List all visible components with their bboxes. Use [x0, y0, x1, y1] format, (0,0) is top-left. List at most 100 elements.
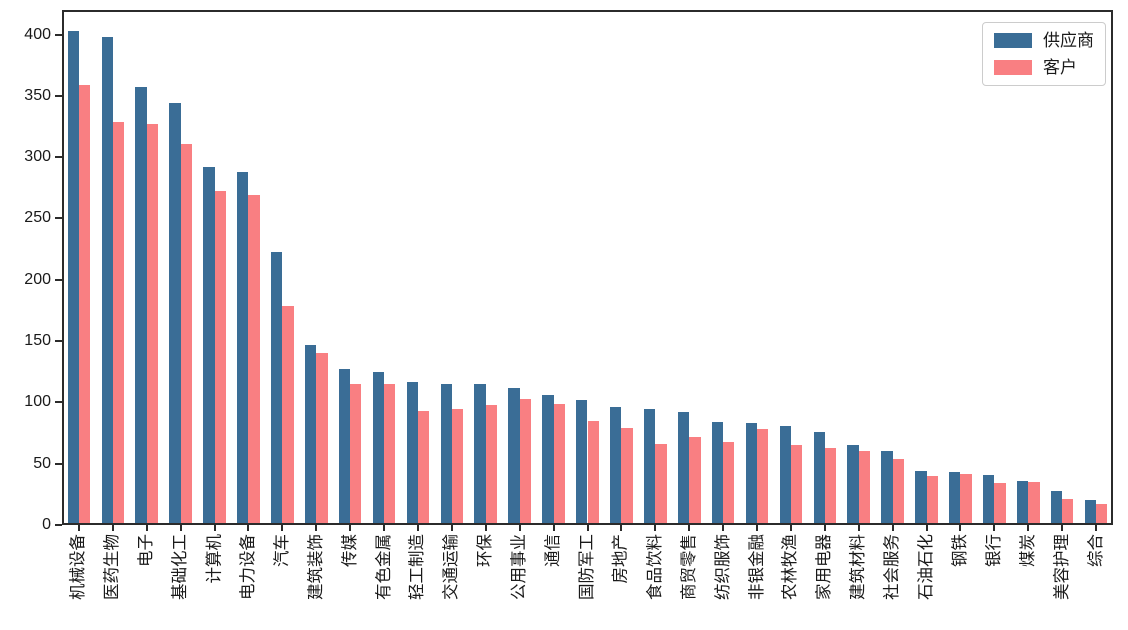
- y-tick-mark: [55, 462, 62, 465]
- x-tick-label: 纺织服饰: [713, 534, 732, 600]
- bar-supplier: [203, 166, 215, 523]
- legend-row-supplier: 供应商: [994, 32, 1094, 49]
- bar-customer: [790, 445, 803, 523]
- bar-customer: [78, 84, 91, 523]
- x-tick-mark: [756, 525, 759, 531]
- x-tick-label: 家用电器: [815, 534, 834, 600]
- y-tick-label: 100: [24, 393, 51, 411]
- bar-customer: [960, 473, 972, 523]
- bar-supplier: [915, 471, 927, 523]
- x-tick-label: 农林牧渔: [781, 534, 800, 600]
- y-tick-mark: [55, 156, 62, 159]
- bar-supplier: [610, 407, 622, 523]
- bar-supplier: [711, 422, 724, 523]
- bar-supplier: [1084, 500, 1097, 523]
- bar-customer: [757, 429, 769, 523]
- bar-customer: [655, 444, 667, 523]
- bar-supplier: [304, 344, 317, 523]
- x-tick-label: 社会服务: [883, 534, 902, 600]
- x-tick-label: 医药生物: [103, 534, 122, 600]
- x-tick-mark: [518, 525, 521, 531]
- x-tick-mark: [315, 525, 318, 531]
- bar-supplier: [847, 445, 859, 523]
- bar-customer: [926, 475, 938, 523]
- bar-supplier: [101, 36, 113, 523]
- x-tick-mark: [1061, 525, 1064, 531]
- x-tick-mark: [857, 525, 860, 531]
- legend-label-supplier: 供应商: [1043, 31, 1094, 50]
- bar-supplier: [338, 369, 351, 523]
- bar-customer: [451, 408, 464, 523]
- x-tick-mark: [349, 525, 352, 531]
- x-tick-label: 电子: [137, 534, 156, 567]
- x-tick-mark: [925, 525, 928, 531]
- y-tick-mark: [55, 524, 62, 526]
- bar-customer: [350, 383, 362, 523]
- bar-customer: [553, 403, 565, 523]
- bar-supplier: [474, 383, 486, 523]
- y-tick-mark: [55, 401, 62, 404]
- bar-supplier: [271, 251, 283, 523]
- x-tick-label: 轻工制造: [408, 534, 427, 600]
- x-tick-mark: [620, 525, 623, 531]
- x-tick-label: 通信: [544, 534, 563, 567]
- bar-customer: [417, 410, 430, 523]
- bar-customer: [689, 436, 701, 523]
- x-tick-mark: [891, 525, 894, 531]
- y-tick-mark: [55, 340, 62, 343]
- y-tick-label: 350: [24, 86, 51, 104]
- bar-customer: [214, 191, 226, 523]
- bar-customer: [180, 143, 192, 523]
- x-tick-mark: [145, 525, 148, 531]
- x-tick-mark: [654, 525, 657, 531]
- bar-supplier: [1050, 490, 1063, 523]
- legend-row-customer: 客户: [994, 59, 1094, 76]
- bar-supplier: [881, 451, 893, 523]
- bar-customer: [858, 451, 871, 523]
- x-tick-label: 有色金属: [374, 534, 393, 600]
- x-tick-mark: [484, 525, 487, 531]
- x-tick-label: 公用事业: [510, 534, 529, 600]
- legend: 供应商 客户: [982, 22, 1106, 86]
- bar-supplier: [67, 30, 79, 523]
- legend-swatch-customer-icon: [994, 60, 1032, 75]
- y-tick-mark: [55, 94, 62, 97]
- bar-supplier: [440, 383, 452, 523]
- bar-customer: [892, 458, 904, 523]
- bar-supplier: [372, 371, 385, 523]
- x-tick-mark: [823, 525, 826, 531]
- x-tick-mark: [959, 525, 962, 531]
- x-tick-label: 房地产: [611, 534, 630, 584]
- y-tick-label: 50: [33, 454, 51, 472]
- x-tick-label: 食品饮料: [645, 534, 664, 600]
- x-tick-label: 综合: [1086, 534, 1105, 567]
- bar-supplier: [576, 399, 588, 523]
- bar-customer: [112, 121, 125, 523]
- bar-customer: [587, 420, 599, 523]
- x-tick-label: 机械设备: [69, 534, 88, 600]
- legend-label-customer: 客户: [1043, 58, 1077, 77]
- bar-customer: [621, 428, 633, 523]
- bar-supplier: [949, 472, 961, 523]
- x-tick-mark: [281, 525, 284, 531]
- x-tick-label: 商贸零售: [679, 534, 698, 600]
- bar-customer: [1096, 504, 1108, 523]
- x-tick-mark: [586, 525, 589, 531]
- bar-customer: [1062, 499, 1074, 523]
- bar-customer: [248, 195, 260, 523]
- bar-supplier: [644, 408, 656, 523]
- y-tick-mark: [55, 278, 62, 281]
- bar-supplier: [779, 425, 791, 523]
- bar-supplier: [508, 387, 520, 523]
- bar-supplier: [542, 395, 554, 523]
- x-tick-mark: [1095, 525, 1098, 531]
- bar-customer: [384, 383, 396, 523]
- bar-supplier: [406, 381, 418, 523]
- x-tick-label: 石油石化: [917, 534, 936, 600]
- x-tick-mark: [789, 525, 792, 531]
- bar-customer: [316, 353, 328, 523]
- x-tick-mark: [213, 525, 216, 531]
- x-tick-mark: [450, 525, 453, 531]
- bar-supplier: [135, 87, 147, 523]
- x-tick-label: 建筑装饰: [306, 534, 325, 600]
